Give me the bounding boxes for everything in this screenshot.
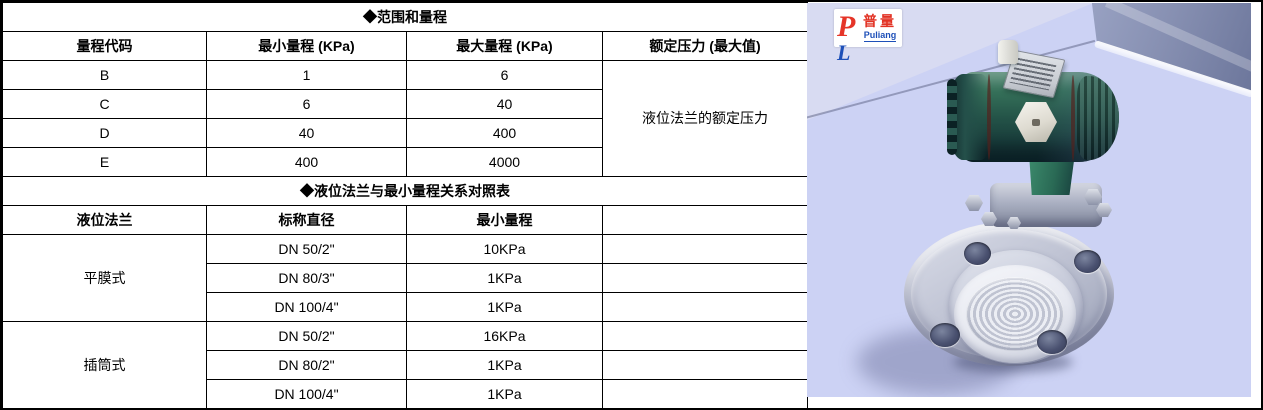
flange-bolt-hole <box>1037 330 1067 354</box>
flange-type-cell: 插筒式 <box>2 321 207 408</box>
diameter-cell: DN 100/4" <box>206 379 407 408</box>
table-row: B 1 6 液位法兰的额定压力 <box>2 60 808 177</box>
min-span-cell: 1KPa <box>406 263 603 293</box>
table-row: ◆液位法兰与最小量程关系对照表 <box>2 176 808 206</box>
max-range-cell: 400 <box>406 118 603 148</box>
empty-cell <box>602 292 808 322</box>
diameter-cell: DN 80/3" <box>206 263 407 293</box>
spec-table: ◆范围和量程 量程代码 最小量程 (KPa) 最大量程 (KPa) 额定压力 (… <box>2 2 808 408</box>
empty-cell <box>602 234 808 264</box>
min-span-cell: 10KPa <box>406 234 603 264</box>
min-span-cell: 1KPa <box>406 350 603 380</box>
rated-pressure-note: 液位法兰的额定压力 <box>602 60 808 177</box>
col-header-min-span: 最小量程 <box>406 205 603 235</box>
table-row: ◆范围和量程 <box>2 2 808 32</box>
flange-type-cell: 平膜式 <box>2 234 207 322</box>
col-header-min-range: 最小量程 (KPa) <box>206 31 407 61</box>
min-range-cell: 40 <box>206 118 407 148</box>
flange-bolt-hole <box>964 242 991 265</box>
brand-text: 普量 Puliang <box>863 13 897 42</box>
table-row: 插筒式 DN 50/2" 16KPa <box>2 321 808 408</box>
empty-cell <box>602 350 808 380</box>
max-range-cell: 4000 <box>406 147 603 177</box>
flange-bolt-hole <box>930 323 960 347</box>
brand-logo: P L 普量 Puliang <box>834 9 902 64</box>
col-header-nominal-diameter: 标称直径 <box>206 205 407 235</box>
section2-title: ◆液位法兰与最小量程关系对照表 <box>2 176 808 206</box>
cable-entry-cap <box>998 40 1018 64</box>
min-range-cell: 6 <box>206 89 407 119</box>
housing-cover-notches <box>947 79 957 155</box>
hex-nut <box>1096 203 1112 217</box>
housing-cover-threads <box>1077 76 1119 160</box>
vent-plug-center <box>1032 119 1040 126</box>
table-row: 量程代码 最小量程 (KPa) 最大量程 (KPa) 额定压力 (最大值) <box>2 31 808 61</box>
logo-monogram-icon: P L <box>837 10 861 64</box>
col-header-max-range: 最大量程 (KPa) <box>406 31 603 61</box>
table-row: DN 100/4" 1KPa <box>3 292 808 322</box>
table-row: D 40 400 <box>2 118 808 148</box>
empty-cell <box>602 205 808 235</box>
table-row: 平膜式 DN 50/2" 10KPa <box>2 234 808 322</box>
max-range-cell: 40 <box>406 89 603 119</box>
housing-seal-ring <box>987 74 991 160</box>
min-span-cell: 16KPa <box>406 321 603 351</box>
housing-seal-ring <box>1071 75 1075 161</box>
range-code-cell: B <box>2 60 207 90</box>
table-row: 液位法兰 标称直径 最小量程 <box>2 205 808 235</box>
hex-nut <box>965 195 983 211</box>
min-range-cell: 1 <box>206 60 407 90</box>
logo-monogram-p: P <box>837 10 856 43</box>
min-range-cell: 400 <box>206 147 407 177</box>
hex-nut <box>981 212 997 226</box>
table-row: DN 100/4" 1KPa <box>3 379 808 408</box>
min-span-cell: 1KPa <box>406 292 603 322</box>
empty-cell <box>602 379 808 408</box>
flange-bolt-hole <box>1074 250 1101 273</box>
logo-monogram-l: L <box>837 40 851 65</box>
hex-nut <box>1084 189 1102 205</box>
empty-cell <box>602 321 808 351</box>
col-header-level-flange: 液位法兰 <box>2 205 207 235</box>
table-row: DN 80/3" 1KPa <box>3 263 808 293</box>
diameter-cell: DN 80/2" <box>206 350 407 380</box>
range-code-cell: D <box>2 118 207 148</box>
brand-name-chinese: 普量 <box>863 13 897 30</box>
table-row: E 400 4000 <box>2 147 808 177</box>
brand-name-english: Puliang <box>863 29 897 42</box>
range-code-cell: C <box>2 89 207 119</box>
section1-title: ◆范围和量程 <box>2 2 808 32</box>
diameter-cell: DN 50/2" <box>206 234 407 264</box>
min-span-cell: 1KPa <box>406 379 603 408</box>
hex-nut <box>1007 217 1021 229</box>
col-header-range-code: 量程代码 <box>2 31 207 61</box>
max-range-cell: 6 <box>406 60 603 90</box>
product-photo: P L 普量 Puliang <box>807 3 1251 397</box>
range-code-cell: E <box>2 147 207 177</box>
table-row: DN 80/2" 1KPa <box>3 350 808 380</box>
empty-cell <box>602 263 808 293</box>
col-header-rated-pressure: 额定压力 (最大值) <box>602 31 808 61</box>
diameter-cell: DN 100/4" <box>206 292 407 322</box>
diameter-cell: DN 50/2" <box>206 321 407 351</box>
